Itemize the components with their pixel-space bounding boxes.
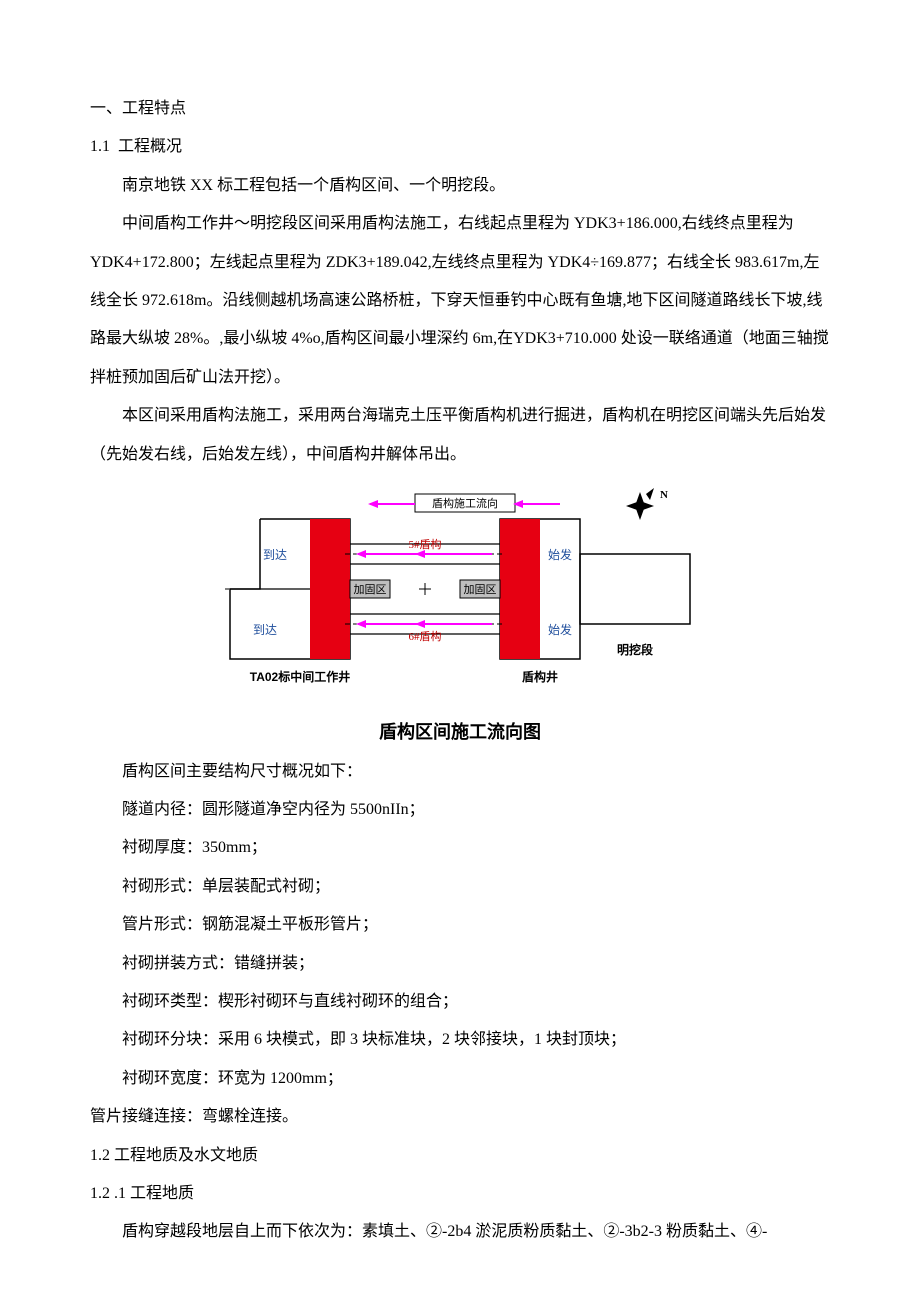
bullet-7: 衬砌环分块：采用 6 块模式，即 3 块标准块，2 块邻接块，1 块封顶块； [90, 1021, 830, 1059]
svg-text:明挖段: 明挖段 [617, 642, 654, 657]
section-1-title: 一、工程特点 [90, 90, 830, 128]
svg-text:加固区: 加固区 [354, 583, 387, 596]
section-1-2-1-title: 1.2 .1 工程地质 [90, 1175, 830, 1213]
paragraph-3: 本区间采用盾构法施工，采用两台海瑞克土压平衡盾构机进行掘进，盾构机在明挖区间端头… [90, 397, 830, 474]
svg-text:N: N [660, 489, 668, 501]
section-1-1-title: 1.1 工程概况 [90, 128, 830, 166]
bullet-4: 管片形式：钢筋混凝土平板形管片； [90, 906, 830, 944]
paragraph-4: 盾构区间主要结构尺寸概况如下： [90, 753, 830, 791]
svg-text:盾构井: 盾构井 [522, 669, 558, 684]
paragraph-1: 南京地铁 XX 标工程包括一个盾构区间、一个明挖段。 [90, 167, 830, 205]
section-1-2-title: 1.2 工程地质及水文地质 [90, 1137, 830, 1175]
bullet-5: 衬砌拼装方式：错缝拼装； [90, 945, 830, 983]
paragraph-6: 盾构穿越段地层自上而下依次为：素填土、②-2b4 淤泥质粉质黏土、②-3b2-3… [90, 1213, 830, 1251]
flow-diagram: 加固区加固区5#盾构6#盾构盾构施工流向明挖段到达到达始发始发TA02标中间工作… [220, 484, 700, 747]
svg-text:加固区: 加固区 [464, 583, 497, 596]
document-page: 一、工程特点 1.1 工程概况 南京地铁 XX 标工程包括一个盾构区间、一个明挖… [0, 0, 920, 1301]
svg-text:始发: 始发 [548, 622, 572, 637]
paragraph-5: 管片接缝连接：弯螺栓连接。 [90, 1098, 830, 1136]
flow-diagram-svg: 加固区加固区5#盾构6#盾构盾构施工流向明挖段到达到达始发始发TA02标中间工作… [220, 484, 700, 714]
svg-text:5#盾构: 5#盾构 [409, 537, 442, 551]
svg-text:到达: 到达 [253, 623, 277, 637]
bullet-8: 衬砌环宽度：环宽为 1200mm； [90, 1060, 830, 1098]
svg-text:始发: 始发 [548, 547, 572, 562]
svg-text:到达: 到达 [263, 548, 287, 562]
svg-text:TA02标中间工作井: TA02标中间工作井 [250, 669, 350, 684]
diagram-caption: 盾构区间施工流向图 [220, 718, 700, 747]
svg-text:6#盾构: 6#盾构 [409, 629, 442, 643]
paragraph-2: 中间盾构工作井～明挖段区间采用盾构法施工，右线起点里程为 YDK3+186.00… [90, 205, 830, 397]
svg-text:盾构施工流向: 盾构施工流向 [432, 496, 498, 510]
bullet-2: 衬砌厚度：350mm； [90, 829, 830, 867]
bullet-6: 衬砌环类型：楔形衬砌环与直线衬砌环的组合； [90, 983, 830, 1021]
bullet-1: 隧道内径：圆形隧道净空内径为 5500nIIn； [90, 791, 830, 829]
bullet-3: 衬砌形式：单层装配式衬砌； [90, 868, 830, 906]
